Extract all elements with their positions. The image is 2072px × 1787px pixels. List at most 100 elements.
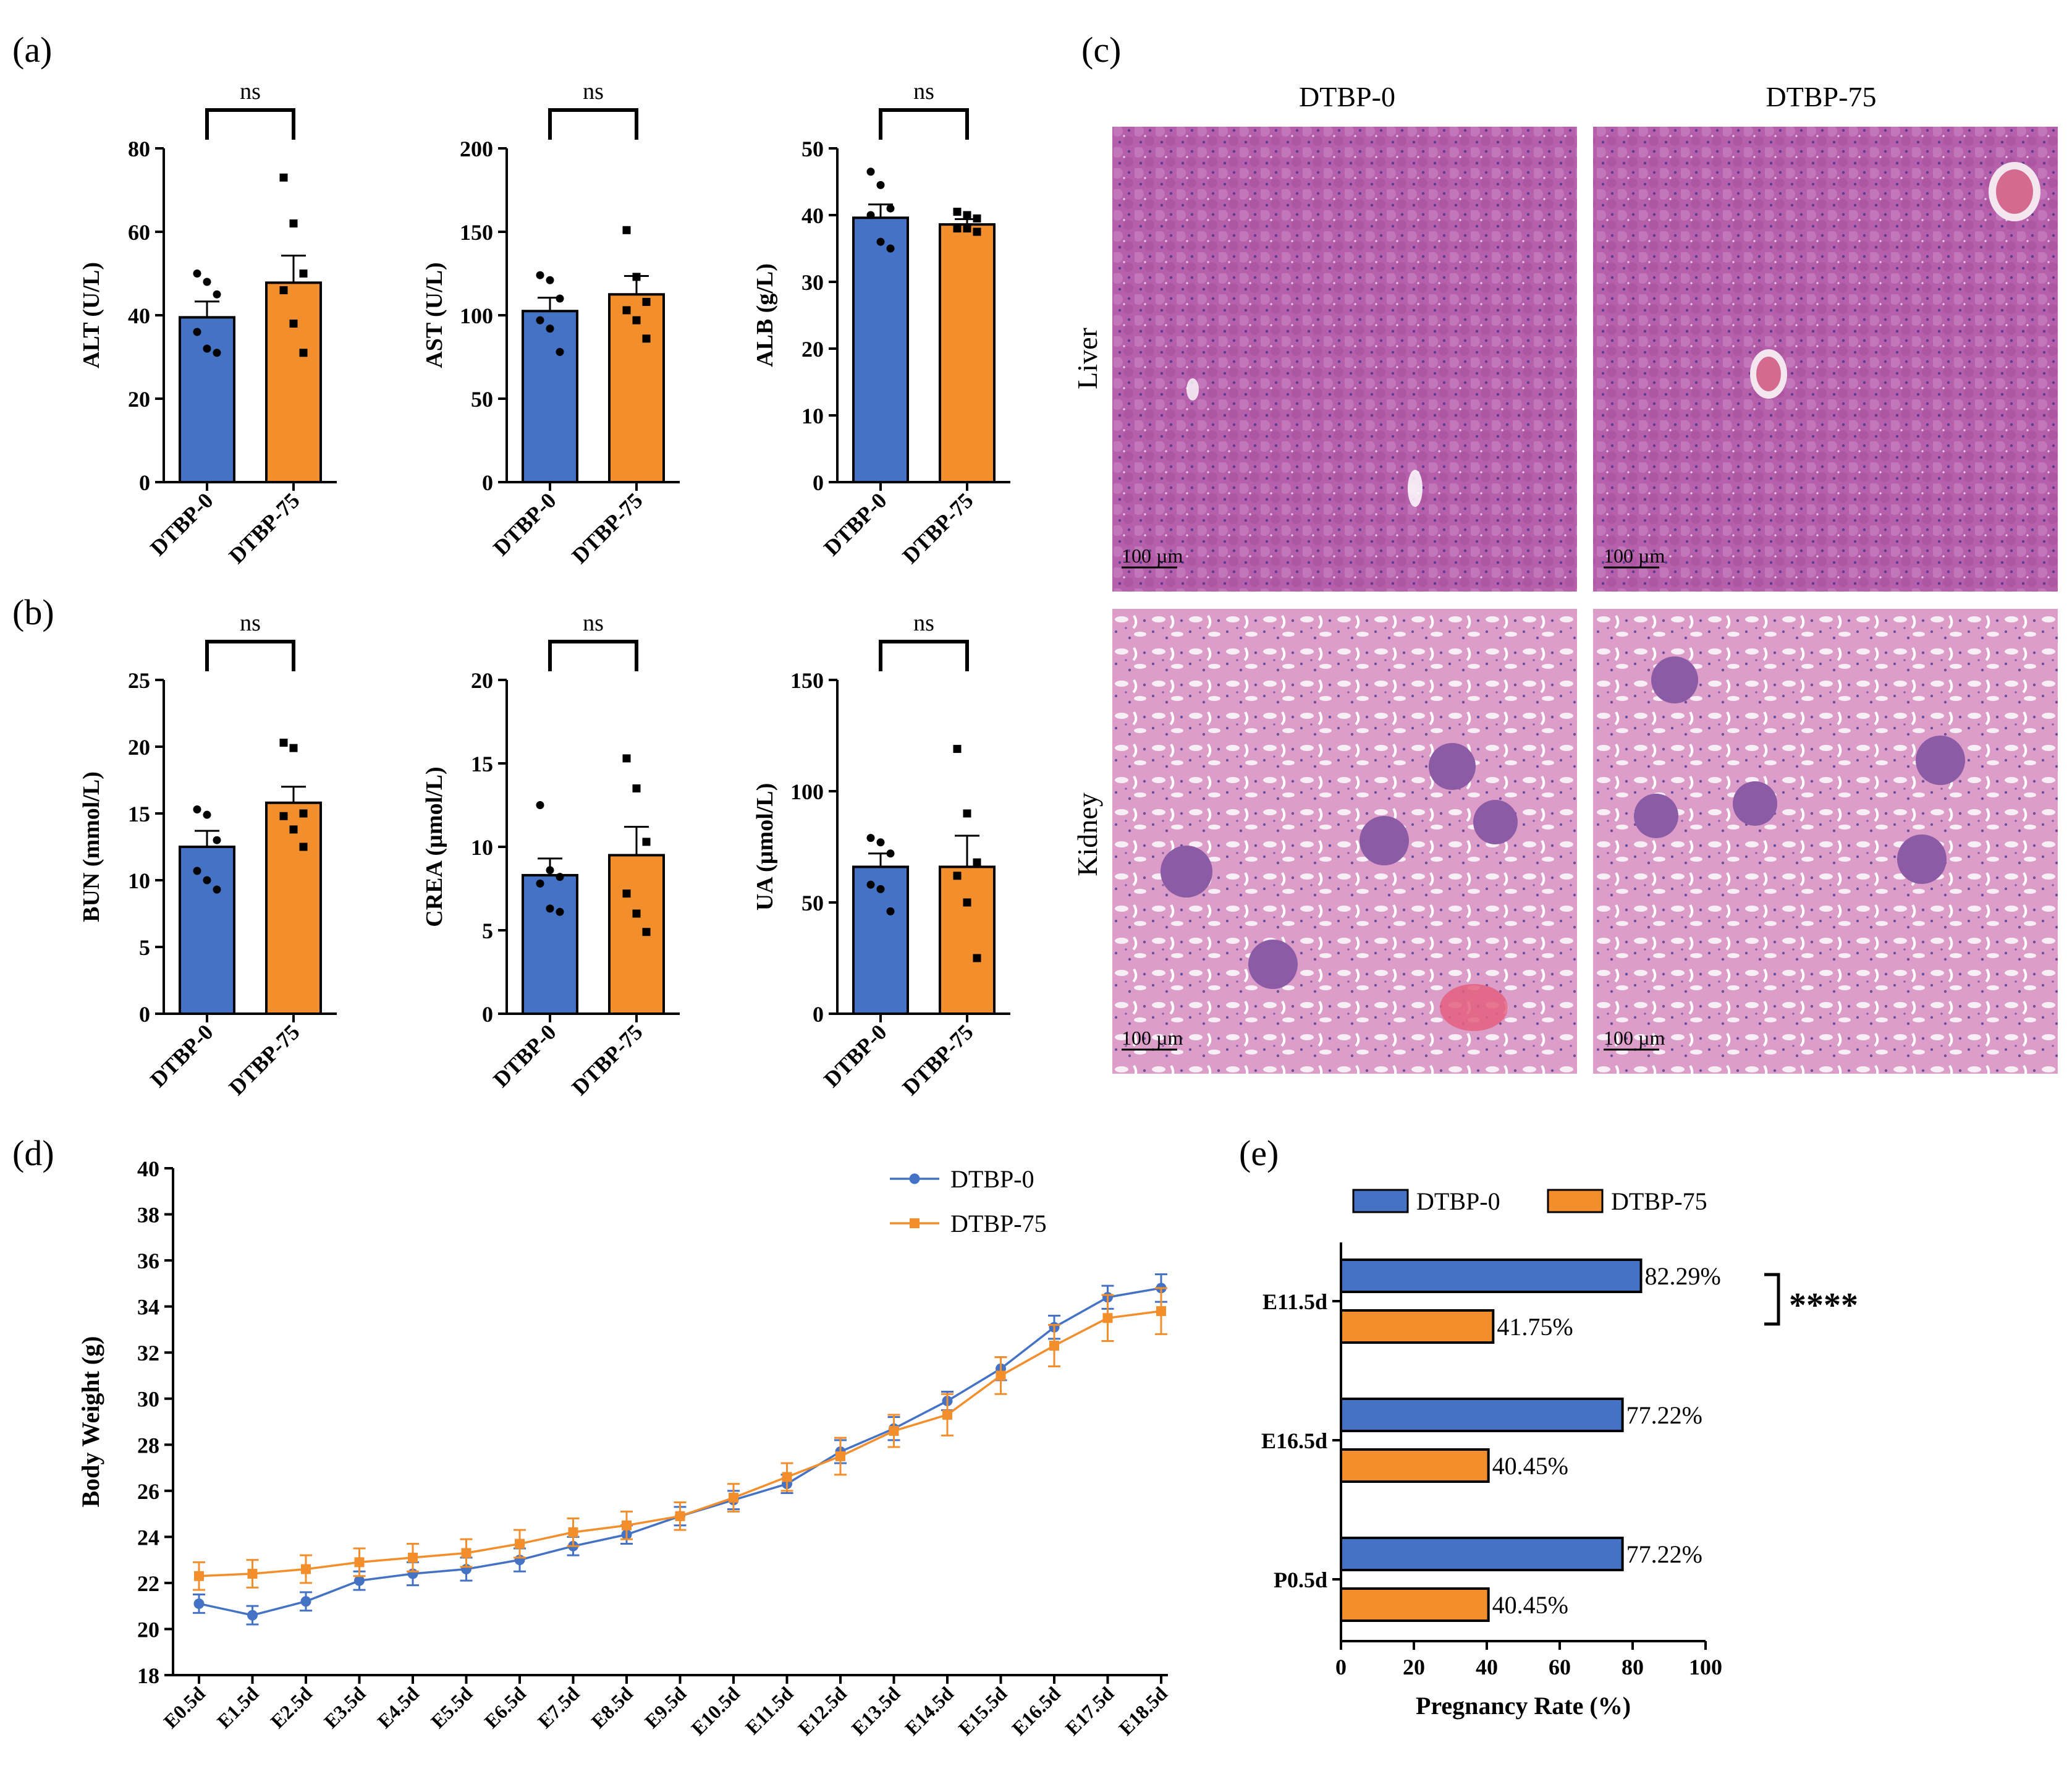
y-tick-label: 28 bbox=[137, 1433, 159, 1458]
y-tick-label: 20 bbox=[471, 668, 493, 693]
y-tick-label: 100 bbox=[790, 779, 824, 804]
bar bbox=[608, 854, 665, 1015]
bar bbox=[179, 846, 235, 1015]
y-tick-label: 32 bbox=[137, 1341, 159, 1365]
data-point bbox=[247, 1569, 258, 1579]
y-tick-label: 50 bbox=[801, 891, 824, 915]
data-point bbox=[247, 1610, 258, 1621]
series-line bbox=[198, 1310, 1162, 1577]
y-tick-label: 22 bbox=[137, 1571, 159, 1596]
bar bbox=[852, 216, 909, 483]
data-label: 40.45% bbox=[1492, 1452, 1568, 1480]
scale-bar: 100 µm bbox=[1122, 545, 1183, 569]
data-point bbox=[203, 344, 211, 353]
y-tick-label: 26 bbox=[137, 1479, 159, 1504]
x-tick-label: E1.5d bbox=[213, 1682, 263, 1733]
data-point bbox=[622, 889, 631, 898]
data-point bbox=[194, 1571, 204, 1581]
y-tick-label: 15 bbox=[128, 802, 150, 826]
liver-dtbp0-image bbox=[1112, 127, 1577, 592]
bar bbox=[1340, 1448, 1490, 1483]
scale-bar-label: 100 µm bbox=[1122, 545, 1183, 567]
data-point bbox=[299, 270, 308, 278]
data-point bbox=[866, 211, 875, 219]
panel-label-a: (a) bbox=[12, 30, 52, 70]
x-tick-label: 80 bbox=[1622, 1655, 1644, 1679]
x-tick-label: E5.5d bbox=[426, 1682, 477, 1733]
data-point bbox=[193, 867, 201, 875]
x-tick-label: DTBP-0 bbox=[488, 488, 560, 560]
data-point bbox=[354, 1557, 365, 1568]
y-tick-label: 34 bbox=[137, 1295, 159, 1320]
data-point bbox=[289, 825, 298, 834]
significance-label: ns bbox=[913, 610, 934, 636]
y-axis-title: CREA (µmol/L) bbox=[421, 766, 447, 927]
data-label: 82.29% bbox=[1645, 1262, 1721, 1290]
data-point bbox=[675, 1511, 685, 1521]
data-point bbox=[354, 1575, 365, 1586]
data-point bbox=[556, 907, 564, 916]
data-point bbox=[536, 801, 544, 809]
histology-col-label: DTBP-0 bbox=[1299, 81, 1395, 112]
y-axis-title: Body Weight (g) bbox=[77, 1336, 104, 1507]
x-tick-label: E11.5d bbox=[741, 1682, 798, 1739]
legend-label: DTBP-0 bbox=[1416, 1187, 1500, 1215]
data-point bbox=[279, 286, 288, 294]
data-point bbox=[889, 1425, 899, 1436]
legend-marker bbox=[909, 1173, 920, 1184]
y-tick-label: E11.5d bbox=[1262, 1289, 1327, 1314]
data-point bbox=[408, 1552, 418, 1563]
y-tick-label: 0 bbox=[813, 1002, 824, 1027]
data-point bbox=[299, 349, 308, 357]
data-point bbox=[876, 838, 885, 847]
x-tick-label: DTBP-75 bbox=[224, 1019, 305, 1100]
y-tick-label: 5 bbox=[482, 919, 493, 943]
data-point bbox=[963, 898, 971, 907]
bar bbox=[265, 801, 322, 1015]
x-tick-label: E12.5d bbox=[793, 1682, 851, 1739]
data-point bbox=[622, 306, 631, 315]
data-point bbox=[632, 784, 641, 792]
x-tick-label: E13.5d bbox=[847, 1682, 905, 1739]
x-tick-label: 20 bbox=[1403, 1655, 1425, 1679]
data-point bbox=[876, 885, 885, 893]
data-point bbox=[279, 739, 288, 747]
data-point bbox=[622, 1520, 632, 1530]
data-point bbox=[866, 168, 875, 176]
data-point bbox=[632, 273, 641, 281]
bar bbox=[1340, 1587, 1490, 1622]
x-tick-label: DTBP-75 bbox=[898, 1019, 978, 1100]
chart-alb: 0 10 20 30 40 50 ALB (g/L) DTBP-0 DTBP-75 ns bbox=[752, 79, 1010, 568]
data-point bbox=[996, 1370, 1006, 1381]
y-tick-label: 10 bbox=[801, 404, 824, 428]
data-point bbox=[1156, 1306, 1166, 1317]
data-point bbox=[299, 843, 308, 851]
data-point bbox=[886, 849, 895, 858]
data-point bbox=[536, 316, 544, 325]
y-tick-label: 10 bbox=[128, 868, 150, 893]
kidney-dtbp75-image bbox=[1593, 609, 2058, 1074]
chart-ua: 0 50 100 150 UA (µmol/L) DTBP-0 DTBP-75 ns bbox=[752, 610, 1010, 1100]
y-tick-label: 150 bbox=[460, 220, 493, 245]
data-point bbox=[568, 1527, 578, 1537]
chart-pregnancy-rate: DTBP-0 DTBP-75 0 20 40 60 80 100 Pregnancy Rate … bbox=[1261, 1187, 1858, 1720]
bar bbox=[1340, 1398, 1624, 1432]
data-point bbox=[642, 297, 651, 306]
data-point bbox=[193, 1598, 205, 1609]
y-tick-label: 24 bbox=[137, 1525, 159, 1550]
bar bbox=[179, 316, 235, 483]
data-label: 41.75% bbox=[1497, 1313, 1573, 1341]
chart-bun: 0 5 10 15 20 25 BUN (mmol/L) DTBP-0 DTBP-75 ns bbox=[78, 610, 337, 1100]
data-point bbox=[642, 928, 651, 936]
data-point bbox=[203, 876, 211, 885]
y-tick-label: P0.5d bbox=[1274, 1568, 1327, 1592]
series-line bbox=[198, 1287, 1162, 1616]
data-point bbox=[973, 227, 981, 236]
significance-label: ns bbox=[913, 79, 934, 104]
y-tick-label: 20 bbox=[128, 387, 150, 412]
data-point bbox=[876, 237, 885, 246]
x-tick-label: E14.5d bbox=[900, 1682, 958, 1739]
data-point bbox=[973, 954, 981, 962]
y-tick-label: 0 bbox=[482, 1002, 493, 1027]
data-point bbox=[536, 271, 544, 279]
